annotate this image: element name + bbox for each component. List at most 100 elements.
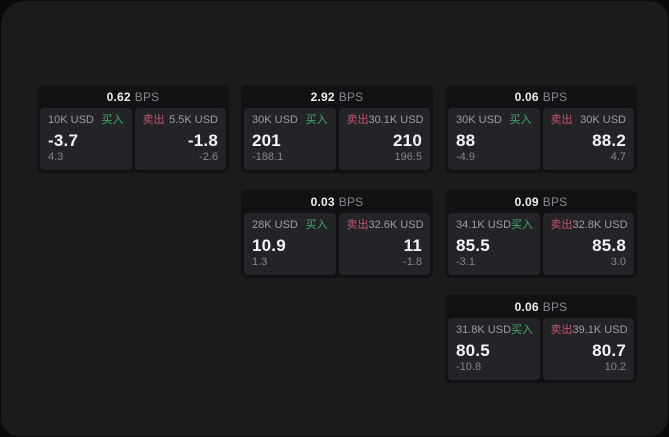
quote-card-body: 10K USD 买入 -3.7 4.3 卖出 5.5K USD -1.8 -2.… [37,108,229,173]
buy-badge: 买入 [305,114,328,126]
bps-value: 0.62 [106,89,131,104]
buy-price: 85.5 [456,236,490,255]
sell-tile[interactable]: 卖出 32.8K USD 85.8 3.0 [542,213,634,275]
quote-card-body: 30K USD 买入 201 -188.1 卖出 30.1K USD 210 1… [241,108,433,173]
buy-tile[interactable]: 30K USD 买入 88 -4.9 [448,108,540,170]
sell-size-label: 32.8K USD [572,219,628,231]
quote-card: 0.03 BPS 28K USD 买入 10.9 1.3 卖出 32.6K US… [241,190,433,278]
buy-tile-header: 34.1K USD 买入 [456,219,534,232]
buy-tile[interactable]: 28K USD 买入 10.9 1.3 [244,213,336,275]
sell-delta: 10.2 [604,361,626,373]
buy-price: 201 [252,131,281,150]
buy-size-label: 30K USD [252,114,298,126]
sell-tile-header: 卖出 30.1K USD [346,114,424,127]
buy-price: 10.9 [252,236,286,255]
bps-unit-label: BPS [338,194,364,209]
bps-header: 0.62 BPS [37,85,229,108]
bps-unit-label: BPS [134,89,160,104]
sell-tile[interactable]: 卖出 30K USD 88.2 4.7 [542,108,634,170]
bps-value: 0.06 [514,299,539,314]
buy-delta: -4.9 [456,151,475,163]
buy-badge: 买入 [509,114,532,126]
sell-delta: 3.0 [610,256,626,268]
sell-price: -1.8 [187,131,218,150]
buy-badge: 买入 [101,114,124,126]
bps-unit-label: BPS [338,89,364,104]
sell-delta: 4.7 [610,151,626,163]
sell-badge: 卖出 [550,219,573,231]
sell-price: 88.2 [592,131,626,150]
quote-card: 0.06 BPS 30K USD 买入 88 -4.9 卖出 30K USD 8… [445,85,637,173]
quote-card: 2.92 BPS 30K USD 买入 201 -188.1 卖出 30.1K … [241,85,433,173]
bps-value: 0.09 [514,194,539,209]
bps-unit-label: BPS [542,299,568,314]
sell-tile-header: 卖出 5.5K USD [143,114,219,127]
quote-card-body: 30K USD 买入 88 -4.9 卖出 30K USD 88.2 4.7 [445,108,637,173]
sell-size-label: 30.1K USD [368,114,424,126]
sell-tile-header: 卖出 32.6K USD [346,219,424,232]
quote-cards-grid: 0.62 BPS 10K USD 买入 -3.7 4.3 卖出 5.5K USD… [37,85,637,383]
bps-value: 0.03 [310,194,335,209]
buy-delta: -3.1 [456,256,475,268]
sell-delta: -1.8 [403,256,422,268]
sell-tile-header: 卖出 39.1K USD [551,324,628,337]
buy-badge: 买入 [511,324,534,336]
buy-tile-header: 31.8K USD 买入 [456,324,534,337]
buy-delta: -10.8 [456,361,482,373]
sell-badge: 卖出 [346,114,369,126]
sell-delta: 196.5 [394,151,422,163]
buy-tile[interactable]: 34.1K USD 买入 85.5 -3.1 [448,213,540,275]
buy-size-label: 30K USD [456,114,502,126]
quote-card-body: 31.8K USD 买入 80.5 -10.8 卖出 39.1K USD 80.… [445,318,637,383]
quote-card-body: 28K USD 买入 10.9 1.3 卖出 32.6K USD 11 -1.8 [241,213,433,278]
sell-tile[interactable]: 卖出 39.1K USD 80.7 10.2 [542,318,634,380]
sell-price: 85.8 [592,236,626,255]
buy-size-label: 31.8K USD [456,324,512,336]
buy-tile-header: 28K USD 买入 [252,219,328,232]
sell-size-label: 39.1K USD [572,324,628,336]
sell-size-label: 30K USD [580,114,626,126]
buy-badge: 买入 [511,219,534,231]
sell-tile-header: 卖出 32.8K USD [550,219,628,232]
buy-price: -3.7 [48,131,79,150]
bps-header: 0.03 BPS [241,190,433,213]
buy-tile-header: 30K USD 买入 [456,114,532,127]
bps-header: 2.92 BPS [241,85,433,108]
sell-badge: 卖出 [346,219,369,231]
bps-value: 2.92 [310,89,335,104]
sell-badge: 卖出 [550,114,573,126]
quote-card: 0.06 BPS 31.8K USD 买入 80.5 -10.8 卖出 39.1… [445,295,637,383]
sell-price: 210 [393,131,422,150]
sell-price: 80.7 [592,341,626,360]
bps-unit-label: BPS [542,89,568,104]
bps-value: 0.06 [514,89,539,104]
sell-tile[interactable]: 卖出 32.6K USD 11 -1.8 [338,213,430,275]
bps-header: 0.06 BPS [445,295,637,318]
buy-price: 88 [456,131,476,150]
sell-delta: -2.6 [199,151,218,163]
buy-badge: 买入 [305,219,328,231]
sell-size-label: 5.5K USD [169,114,218,126]
bps-header: 0.06 BPS [445,85,637,108]
quote-card: 0.62 BPS 10K USD 买入 -3.7 4.3 卖出 5.5K USD… [37,85,229,173]
buy-tile-header: 10K USD 买入 [48,114,124,127]
sell-tile[interactable]: 卖出 5.5K USD -1.8 -2.6 [134,108,226,170]
buy-delta: 1.3 [252,256,268,268]
buy-price: 80.5 [456,341,490,360]
buy-tile-header: 30K USD 买入 [252,114,328,127]
buy-size-label: 28K USD [252,219,298,231]
buy-size-label: 10K USD [48,114,94,126]
sell-tile[interactable]: 卖出 30.1K USD 210 196.5 [338,108,430,170]
buy-tile[interactable]: 10K USD 买入 -3.7 4.3 [40,108,132,170]
buy-tile[interactable]: 30K USD 买入 201 -188.1 [244,108,336,170]
buy-delta: 4.3 [48,151,64,163]
buy-size-label: 34.1K USD [456,219,512,231]
quote-card: 0.09 BPS 34.1K USD 买入 85.5 -3.1 卖出 32.8K… [445,190,637,278]
buy-tile[interactable]: 31.8K USD 买入 80.5 -10.8 [448,318,540,380]
sell-badge: 卖出 [142,114,165,126]
sell-tile-header: 卖出 30K USD [551,114,627,127]
quote-card-body: 34.1K USD 买入 85.5 -3.1 卖出 32.8K USD 85.8… [445,213,637,278]
buy-delta: -188.1 [252,151,284,163]
